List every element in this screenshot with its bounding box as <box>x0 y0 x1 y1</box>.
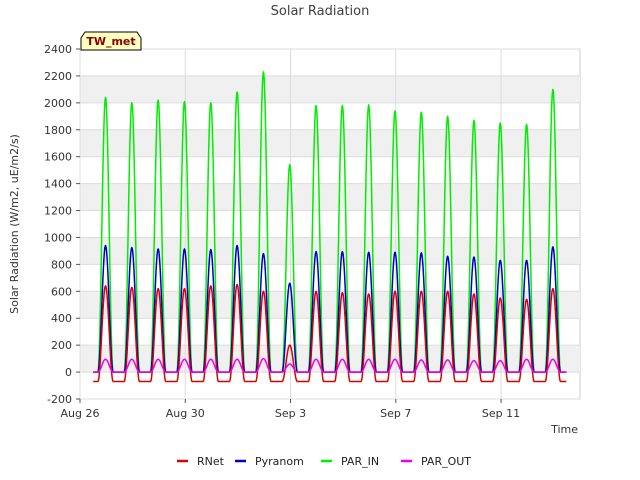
y-axis-ticks: -200 0 200 400 600 800 1000 1200 1400 1600 1800 200… <box>44 43 80 406</box>
x-tick-label: Aug 30 <box>166 407 205 420</box>
y-tick-label: 400 <box>51 312 72 325</box>
legend-label: Pyranom <box>255 455 304 468</box>
y-tick-label: 2400 <box>44 43 72 56</box>
y-tick-label: 1000 <box>44 231 72 244</box>
series-line-par-out <box>93 357 567 373</box>
x-tick-label: Sep 3 <box>275 407 306 420</box>
y-axis-label: Solar Radiation (W/m2, uE/m2/s) <box>8 134 21 314</box>
series-line-rnet <box>93 283 567 383</box>
grid-band <box>80 129 580 157</box>
x-tick-label: Sep 7 <box>380 407 411 420</box>
station-badge-shape <box>80 31 142 51</box>
x-tick-label: Aug 26 <box>61 407 100 420</box>
station-badge-label: TW_met <box>86 35 135 48</box>
legend: RNet Pyranom PAR_IN PAR_OUT <box>177 455 471 468</box>
grid-band <box>80 75 580 103</box>
y-tick-label: 1800 <box>44 124 72 137</box>
y-tick-label: 600 <box>51 285 72 298</box>
station-badge: TW_met <box>80 31 142 51</box>
y-tick-label: 2200 <box>44 70 72 83</box>
legend-label: PAR_OUT <box>421 455 471 468</box>
y-tick-label: 200 <box>51 339 72 352</box>
x-tick-label: Sep 11 <box>482 407 520 420</box>
x-axis-label: Time <box>550 423 578 436</box>
y-tick-label: 1600 <box>44 151 72 164</box>
y-tick-label: 800 <box>51 258 72 271</box>
chart-title: Solar Radiation <box>271 4 370 19</box>
legend-label: PAR_IN <box>341 455 379 468</box>
y-tick-label: -200 <box>47 393 72 406</box>
series-layer <box>93 71 567 383</box>
x-axis-ticks: Aug 26 Aug 30 Sep 3 Sep 7 Sep 11 <box>61 399 520 420</box>
y-tick-label: 1400 <box>44 178 72 191</box>
y-tick-label: 0 <box>65 366 72 379</box>
legend-label: RNet <box>197 455 225 468</box>
y-tick-label: 2000 <box>44 97 72 110</box>
y-tick-label: 1200 <box>44 205 72 218</box>
